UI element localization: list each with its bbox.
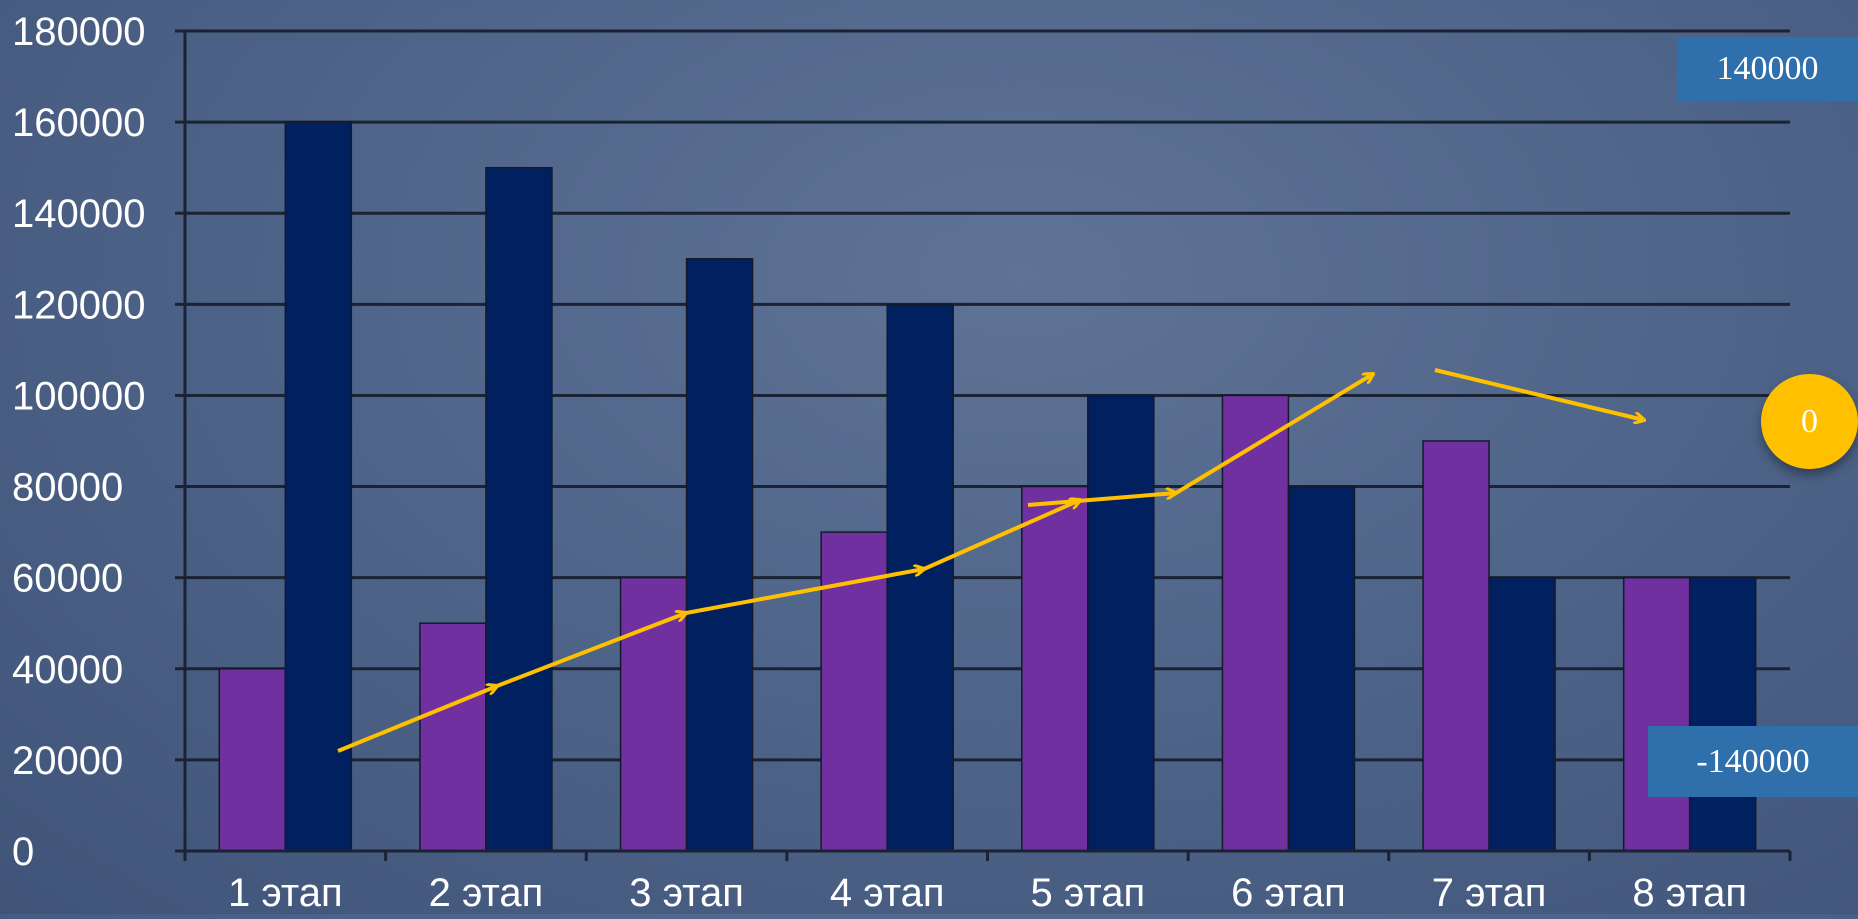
x-tick-label: 7 этап <box>1432 871 1547 914</box>
bar <box>485 166 553 852</box>
y-tick-label: 140000 <box>12 192 145 236</box>
trend-arrow <box>923 500 1080 571</box>
bar <box>1287 485 1356 852</box>
x-tick-label: 8 этап <box>1632 871 1747 914</box>
y-tick-label: 120000 <box>12 283 145 327</box>
bar <box>1021 485 1089 852</box>
y-tick-label: 80000 <box>12 466 123 510</box>
x-tick-label: 3 этап <box>629 871 744 914</box>
bar <box>1622 576 1691 852</box>
axes: 0 20000 40000 60000 80000 100000 120000 140000 1… <box>12 10 1792 915</box>
y-tick-label: 160000 <box>12 101 145 145</box>
bar <box>1422 440 1490 852</box>
bar <box>1087 394 1155 852</box>
y-tick-label: 100000 <box>12 374 145 418</box>
bar <box>1221 394 1290 852</box>
y-tick-label: 20000 <box>12 739 123 783</box>
trend-arrow <box>1174 374 1373 495</box>
bar <box>284 121 353 852</box>
x-tick-label: 6 этап <box>1231 871 1346 914</box>
y-tick-label: 40000 <box>12 648 123 692</box>
bar <box>1488 576 1556 852</box>
trend-arrow <box>1027 493 1176 507</box>
bar <box>419 622 487 852</box>
bar <box>886 303 954 852</box>
bottom-value-box: -140000 <box>1648 726 1858 797</box>
bars <box>218 121 1757 852</box>
zero-value-circle: 0 <box>1761 374 1858 469</box>
bar <box>820 531 888 852</box>
trend-arrow <box>685 569 924 615</box>
bar <box>1688 576 1757 852</box>
bar <box>685 258 754 852</box>
y-tick-label: 0 <box>12 830 34 874</box>
x-tick-label: 4 этап <box>830 871 945 914</box>
trend-arrow <box>1434 368 1644 420</box>
y-tick-label: 60000 <box>12 557 123 601</box>
y-tick-label: 180000 <box>12 10 145 54</box>
top-value-box: 140000 <box>1677 37 1858 101</box>
bar <box>218 668 287 852</box>
trend-arrows <box>337 368 1644 753</box>
x-tick-label: 1 этап <box>228 871 343 914</box>
trend-arrow <box>496 613 686 688</box>
trend-arrow <box>337 686 497 753</box>
x-tick-label: 5 этап <box>1030 871 1145 914</box>
x-tick-label: 2 этап <box>429 871 544 914</box>
